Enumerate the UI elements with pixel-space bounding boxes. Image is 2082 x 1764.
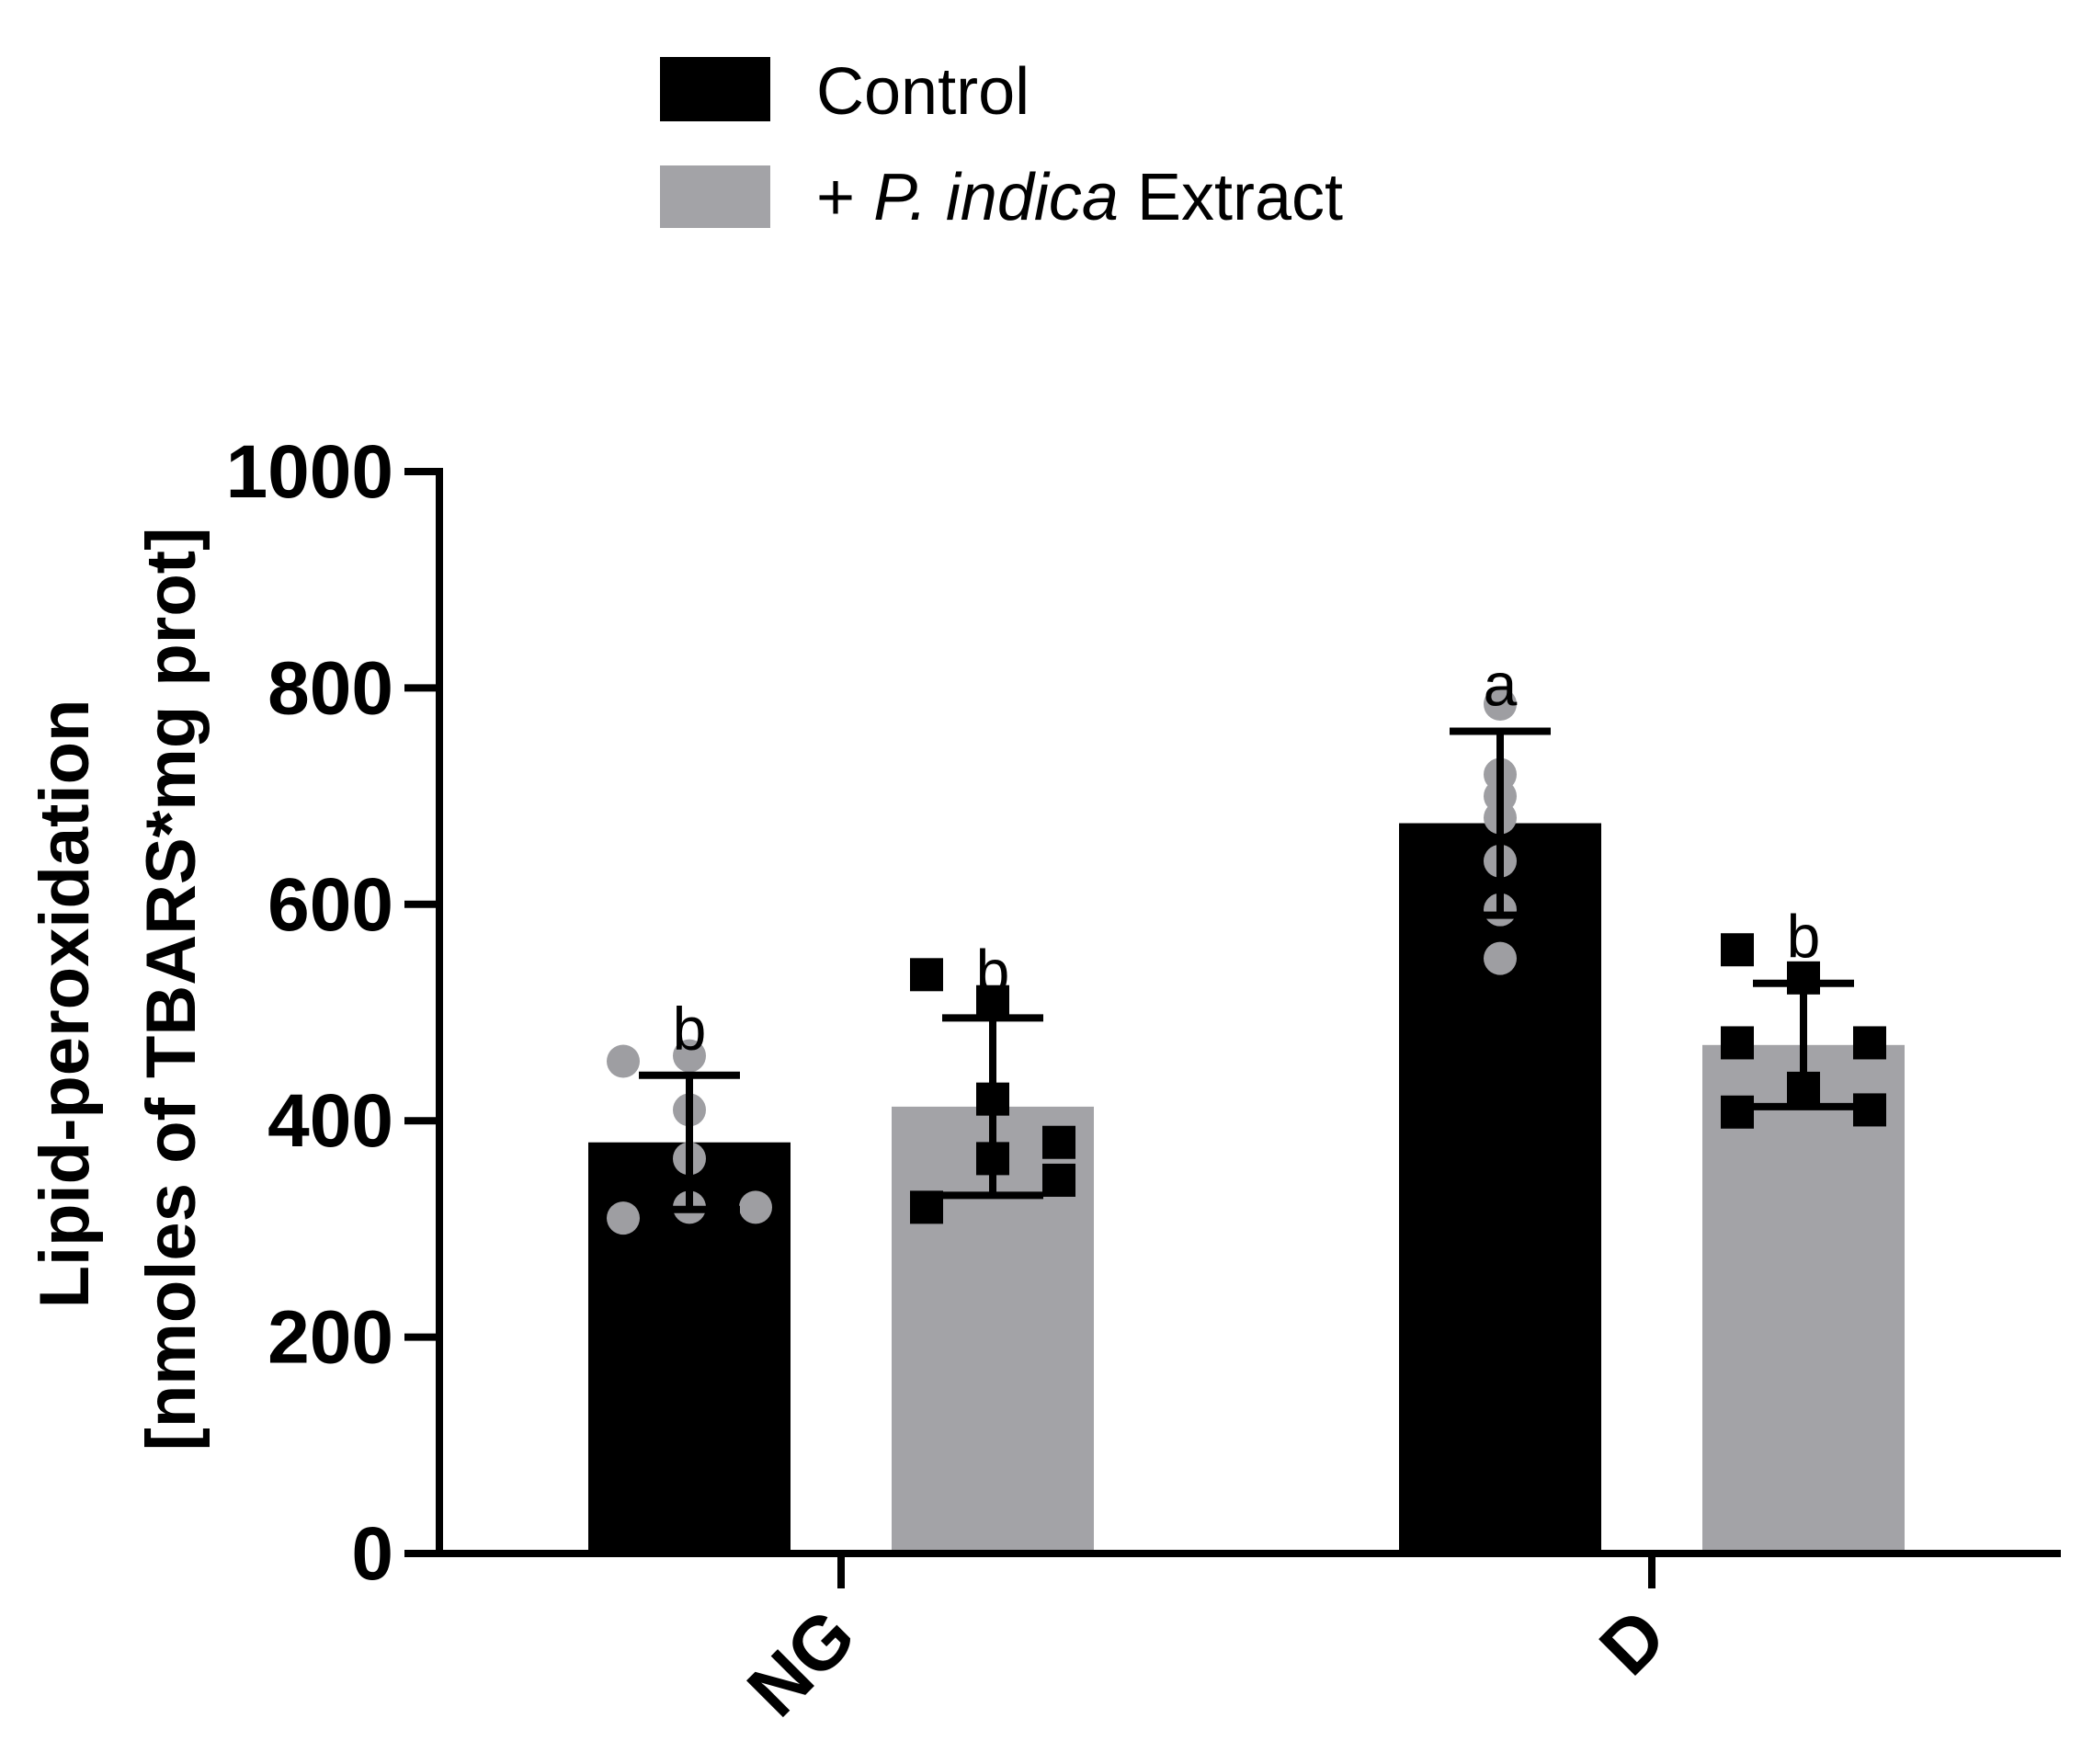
- axes: 0 200 400 600 800 1000 NG D: [226, 430, 2061, 1733]
- bar-d-series-0: [1399, 823, 1601, 1553]
- legend-label-extract: + P. indica Extract: [816, 161, 1343, 234]
- legend: Control + P. indica Extract: [660, 55, 1343, 234]
- data-point-d-series-1-6: [1853, 1093, 1886, 1127]
- data-point-d-series-1-2: [1721, 1026, 1754, 1060]
- y-axis-title-line2: [nmoles of TBARS*mg prot]: [132, 528, 210, 1451]
- data-point-d-series-1-3: [1853, 1026, 1886, 1060]
- data-point-ng-series-1-6: [910, 1190, 943, 1224]
- legend-swatch-extract: [660, 165, 770, 228]
- data-point-ng-series-0-1: [673, 1039, 706, 1073]
- data-point-d-series-0-5: [1484, 941, 1517, 975]
- bar-d-series-1: [1702, 1044, 1905, 1553]
- x-tick-label-ng: NG: [732, 1593, 870, 1732]
- x-tick-label-d: D: [1585, 1593, 1682, 1690]
- legend-label-extract-prefix: +: [816, 161, 873, 234]
- data-point-d-series-1-0: [1721, 933, 1754, 967]
- y-tick-label-1000: 1000: [226, 430, 393, 514]
- significance-letter-d-series-0: a: [1484, 650, 1518, 718]
- significance-letter-ng-series-0: b: [673, 995, 707, 1063]
- legend-label-extract-suffix: Extract: [1119, 161, 1343, 234]
- legend-label-control: Control: [816, 55, 1030, 129]
- significance-letter-ng-series-1: b: [976, 937, 1010, 1005]
- y-tick-label-800: 800: [267, 646, 393, 730]
- data-point-ng-series-0-0: [607, 1044, 640, 1078]
- data-point-ng-series-0-4: [739, 1190, 772, 1224]
- data-point-ng-series-1-0: [910, 958, 943, 992]
- y-axis-title: Lipid-peroxidation [nmoles of TBARS*mg p…: [26, 528, 210, 1451]
- y-tick-label-200: 200: [267, 1296, 393, 1380]
- y-tick-label-600: 600: [267, 863, 393, 947]
- data-point-d-series-0-0: [1484, 688, 1517, 722]
- legend-swatch-control: [660, 57, 770, 121]
- data-point-ng-series-1-4: [1042, 1125, 1075, 1159]
- legend-label-extract-italic: P. indica: [873, 161, 1119, 234]
- data-point-ng-series-0-5: [607, 1201, 640, 1235]
- y-axis-title-line1: Lipid-peroxidation: [26, 700, 104, 1309]
- significance-letter-d-series-1: b: [1787, 903, 1821, 971]
- data-point-ng-series-1-1: [976, 984, 1009, 1019]
- data-point-d-series-1-5: [1721, 1095, 1754, 1129]
- data-point-ng-series-1-5: [1042, 1163, 1075, 1197]
- plot-area: b a b b: [588, 650, 1905, 1553]
- y-tick-label-0: 0: [351, 1512, 393, 1596]
- y-tick-label-400: 400: [267, 1079, 393, 1163]
